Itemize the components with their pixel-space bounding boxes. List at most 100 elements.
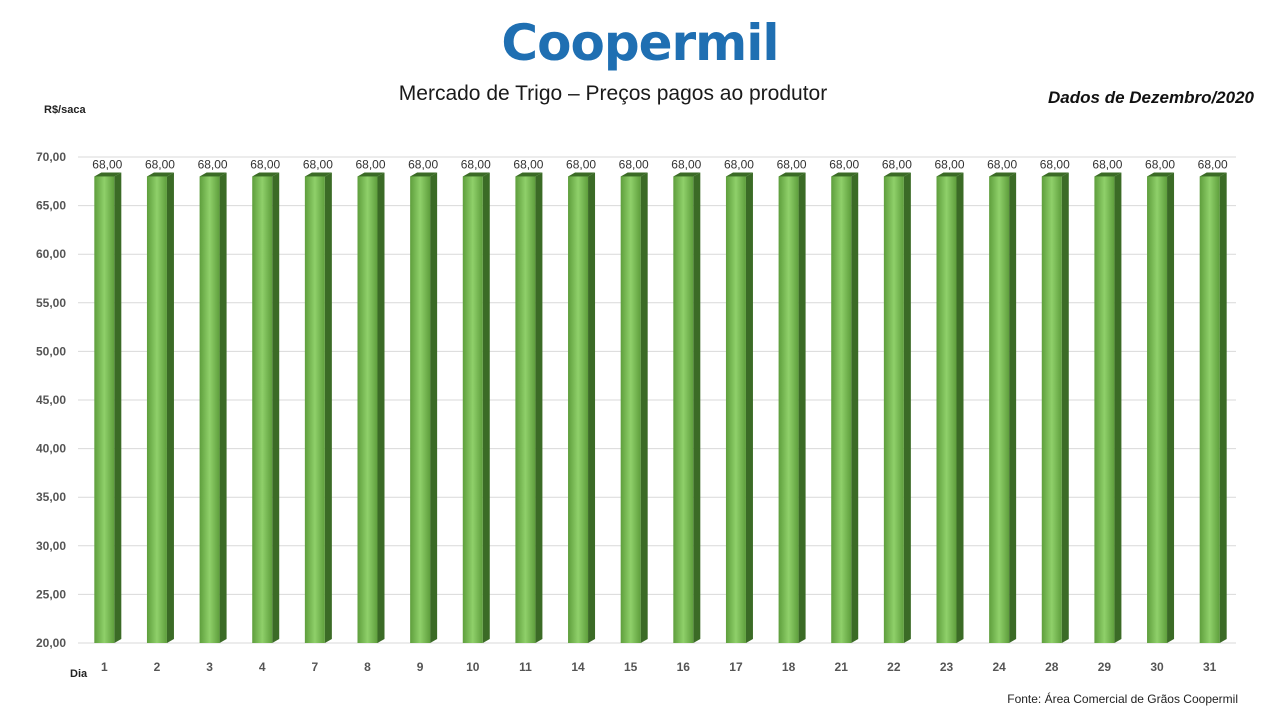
bar — [199, 172, 227, 643]
bar-top — [673, 172, 701, 177]
bar-top — [778, 172, 806, 177]
data-label: 68,00 — [145, 157, 175, 171]
bar-front — [831, 176, 852, 643]
data-label: 68,00 — [461, 157, 491, 171]
y-tick-label: 25,00 — [36, 587, 66, 601]
y-tick-label: 20,00 — [36, 636, 66, 650]
x-tick-label: 2 — [154, 660, 161, 674]
bar-top — [831, 172, 859, 177]
data-label: 68,00 — [92, 157, 122, 171]
bar-front — [620, 176, 641, 643]
bar-front — [462, 176, 483, 643]
y-tick-label: 30,00 — [36, 539, 66, 553]
bar-side — [377, 172, 385, 643]
bar-top — [304, 172, 332, 177]
bar-front — [252, 176, 273, 643]
bar-side — [903, 172, 911, 643]
y-axis-ticks: 20,00 25,00 30,00 35,00 40,00 45,00 50,00 55,00… — [36, 150, 66, 650]
data-label: 68,00 — [987, 157, 1017, 171]
bar-side — [588, 172, 596, 643]
bar — [620, 172, 648, 643]
bar — [989, 172, 1017, 643]
x-tick-label: 17 — [729, 660, 743, 674]
bar-side — [1061, 172, 1069, 643]
bar-top — [410, 172, 438, 177]
data-label: 68,00 — [1145, 157, 1175, 171]
bar-top — [357, 172, 385, 177]
y-tick-label: 70,00 — [36, 150, 66, 164]
bar — [778, 172, 806, 643]
x-tick-label: 7 — [312, 660, 319, 674]
y-tick-label: 60,00 — [36, 247, 66, 261]
bar-front — [199, 176, 220, 643]
y-tick-label: 55,00 — [36, 296, 66, 310]
bar — [1094, 172, 1122, 643]
data-label: 68,00 — [355, 157, 385, 171]
data-label: 68,00 — [303, 157, 333, 171]
bar-top — [620, 172, 648, 177]
x-tick-label: 15 — [624, 660, 638, 674]
bar-top — [1199, 172, 1227, 177]
bar-side — [640, 172, 648, 643]
data-label: 68,00 — [513, 157, 543, 171]
bar-front — [357, 176, 378, 643]
bar-front — [568, 176, 589, 643]
x-tick-label: 21 — [835, 660, 849, 674]
bar-front — [1094, 176, 1115, 643]
bar-front — [304, 176, 325, 643]
bar-side — [851, 172, 859, 643]
bar-front — [146, 176, 167, 643]
y-tick-label: 35,00 — [36, 490, 66, 504]
bar-front — [410, 176, 431, 643]
y-tick-label: 50,00 — [36, 344, 66, 358]
bar-front — [989, 176, 1010, 643]
x-tick-label: 30 — [1150, 660, 1164, 674]
bar-side — [482, 172, 490, 643]
data-label: 68,00 — [566, 157, 596, 171]
bar-front — [778, 176, 799, 643]
y-tick-label: 45,00 — [36, 393, 66, 407]
x-axis-label: Dia — [70, 668, 88, 680]
bar-top — [515, 172, 543, 177]
x-tick-label: 3 — [206, 660, 213, 674]
data-label: 68,00 — [408, 157, 438, 171]
bar-side — [430, 172, 438, 643]
bar-side — [272, 172, 280, 643]
x-axis-ticks: 1 2 3 4 7 8 9 10 11 14 15 16 17 18 21 22 23 24 28 29 30 31 — [101, 660, 1217, 674]
x-tick-label: 29 — [1098, 660, 1112, 674]
bar — [515, 172, 543, 643]
bar — [252, 172, 280, 643]
x-tick-label: 1 — [101, 660, 108, 674]
bar-side — [1114, 172, 1122, 643]
data-label: 68,00 — [882, 157, 912, 171]
x-tick-label: 11 — [519, 660, 532, 674]
bar-front — [673, 176, 694, 643]
bar-side — [956, 172, 964, 643]
bar-top — [199, 172, 227, 177]
bar-side — [535, 172, 543, 643]
bars — [94, 172, 1227, 643]
data-labels: 68,00 68,00 68,00 68,00 68,00 68,00 68,00 68,00… — [92, 157, 1228, 171]
chart-title: Mercado de Trigo – Preços pagos ao produ… — [398, 82, 828, 105]
bar-side — [798, 172, 806, 643]
x-tick-label: 4 — [259, 660, 266, 674]
x-tick-label: 31 — [1203, 660, 1217, 674]
bar-top — [1147, 172, 1175, 177]
bar-side — [1009, 172, 1017, 643]
data-label: 68,00 — [724, 157, 754, 171]
x-tick-label: 22 — [887, 660, 901, 674]
y-tick-label: 40,00 — [36, 442, 66, 456]
bar — [146, 172, 174, 643]
bar — [1199, 172, 1227, 643]
bar — [1041, 172, 1069, 643]
bar-top — [252, 172, 280, 177]
bar-front — [883, 176, 904, 643]
bar-side — [745, 172, 753, 643]
bar-top — [725, 172, 753, 177]
period-label: Dados de Dezembro/2020 — [1048, 88, 1254, 107]
y-axis-unit-label: R$/saca — [44, 104, 86, 116]
data-label: 68,00 — [250, 157, 280, 171]
x-tick-label: 24 — [992, 660, 1006, 674]
bar-side — [219, 172, 227, 643]
